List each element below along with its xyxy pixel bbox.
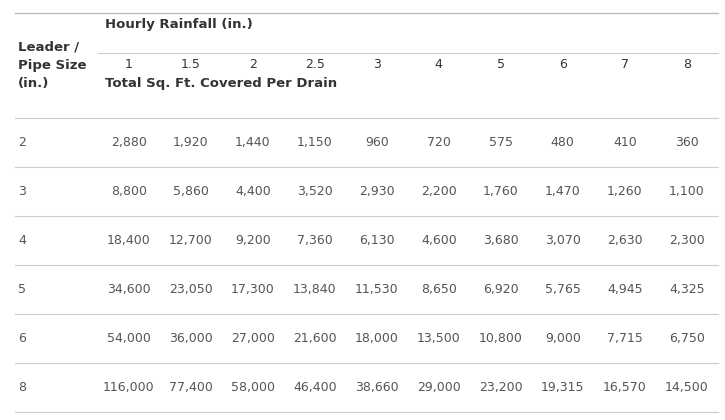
- Text: 410: 410: [613, 136, 637, 149]
- Text: 2: 2: [249, 58, 257, 71]
- Text: 2,300: 2,300: [669, 234, 705, 247]
- Text: 5: 5: [497, 58, 505, 71]
- Text: 11,530: 11,530: [355, 283, 399, 296]
- Text: 2,630: 2,630: [607, 234, 642, 247]
- Text: 1,150: 1,150: [297, 136, 333, 149]
- Text: 18,400: 18,400: [107, 234, 151, 247]
- Text: 1,760: 1,760: [483, 185, 518, 197]
- Text: 4,400: 4,400: [235, 185, 270, 197]
- Text: Hourly Rainfall (in.): Hourly Rainfall (in.): [105, 18, 253, 31]
- Text: 6,920: 6,920: [483, 283, 518, 296]
- Text: 7: 7: [621, 58, 629, 71]
- Text: 4,325: 4,325: [669, 283, 705, 296]
- Text: 7,360: 7,360: [297, 234, 333, 247]
- Text: 23,200: 23,200: [479, 381, 523, 394]
- Text: 23,050: 23,050: [169, 283, 212, 296]
- Text: 9,200: 9,200: [235, 234, 270, 247]
- Text: 2,200: 2,200: [421, 185, 457, 197]
- Text: 17,300: 17,300: [231, 283, 275, 296]
- Text: 13,500: 13,500: [417, 332, 460, 344]
- Text: 2.5: 2.5: [305, 58, 325, 71]
- Text: 3,680: 3,680: [483, 234, 518, 247]
- Text: 6: 6: [18, 332, 26, 344]
- Text: 13,840: 13,840: [293, 283, 336, 296]
- Text: 5,765: 5,765: [545, 283, 581, 296]
- Text: 6: 6: [559, 58, 567, 71]
- Text: 7,715: 7,715: [607, 332, 642, 344]
- Text: 6,130: 6,130: [359, 234, 394, 247]
- Text: 77,400: 77,400: [169, 381, 213, 394]
- Text: 4,945: 4,945: [607, 283, 642, 296]
- Text: 16,570: 16,570: [603, 381, 647, 394]
- Text: 1,260: 1,260: [607, 185, 642, 197]
- Text: 2,930: 2,930: [359, 185, 394, 197]
- Text: Leader /
Pipe Size
(in.): Leader / Pipe Size (in.): [18, 41, 86, 89]
- Text: 9,000: 9,000: [545, 332, 581, 344]
- Text: 360: 360: [675, 136, 699, 149]
- Text: 3: 3: [18, 185, 26, 197]
- Text: 1: 1: [125, 58, 133, 71]
- Text: 29,000: 29,000: [417, 381, 460, 394]
- Text: 3: 3: [373, 58, 381, 71]
- Text: 4,600: 4,600: [421, 234, 457, 247]
- Text: 54,000: 54,000: [107, 332, 151, 344]
- Text: 4: 4: [435, 58, 443, 71]
- Text: 1.5: 1.5: [181, 58, 201, 71]
- Text: 14,500: 14,500: [665, 381, 708, 394]
- Text: 38,660: 38,660: [355, 381, 399, 394]
- Text: 8,800: 8,800: [111, 185, 147, 197]
- Text: 6,750: 6,750: [669, 332, 705, 344]
- Text: 8,650: 8,650: [421, 283, 457, 296]
- Text: 3,520: 3,520: [297, 185, 333, 197]
- Text: 27,000: 27,000: [231, 332, 275, 344]
- Text: 19,315: 19,315: [541, 381, 584, 394]
- Text: 480: 480: [551, 136, 575, 149]
- Text: 4: 4: [18, 234, 26, 247]
- Text: 1,470: 1,470: [545, 185, 581, 197]
- Text: 36,000: 36,000: [169, 332, 212, 344]
- Text: 1,100: 1,100: [669, 185, 705, 197]
- Text: 2: 2: [18, 136, 26, 149]
- Text: 12,700: 12,700: [169, 234, 212, 247]
- Text: Total Sq. Ft. Covered Per Drain: Total Sq. Ft. Covered Per Drain: [105, 77, 337, 90]
- Text: 8: 8: [18, 381, 26, 394]
- Text: 1,440: 1,440: [235, 136, 270, 149]
- Text: 46,400: 46,400: [293, 381, 336, 394]
- Text: 960: 960: [365, 136, 389, 149]
- Text: 21,600: 21,600: [293, 332, 336, 344]
- Text: 575: 575: [489, 136, 513, 149]
- Text: 5: 5: [18, 283, 26, 296]
- Text: 720: 720: [427, 136, 451, 149]
- Text: 3,070: 3,070: [545, 234, 581, 247]
- Text: 8: 8: [683, 58, 691, 71]
- Text: 5,860: 5,860: [173, 185, 209, 197]
- Text: 34,600: 34,600: [107, 283, 151, 296]
- Text: 1,920: 1,920: [173, 136, 209, 149]
- Text: 2,880: 2,880: [111, 136, 146, 149]
- Text: 58,000: 58,000: [231, 381, 275, 394]
- Text: 10,800: 10,800: [478, 332, 523, 344]
- Text: 116,000: 116,000: [103, 381, 154, 394]
- Text: 18,000: 18,000: [355, 332, 399, 344]
